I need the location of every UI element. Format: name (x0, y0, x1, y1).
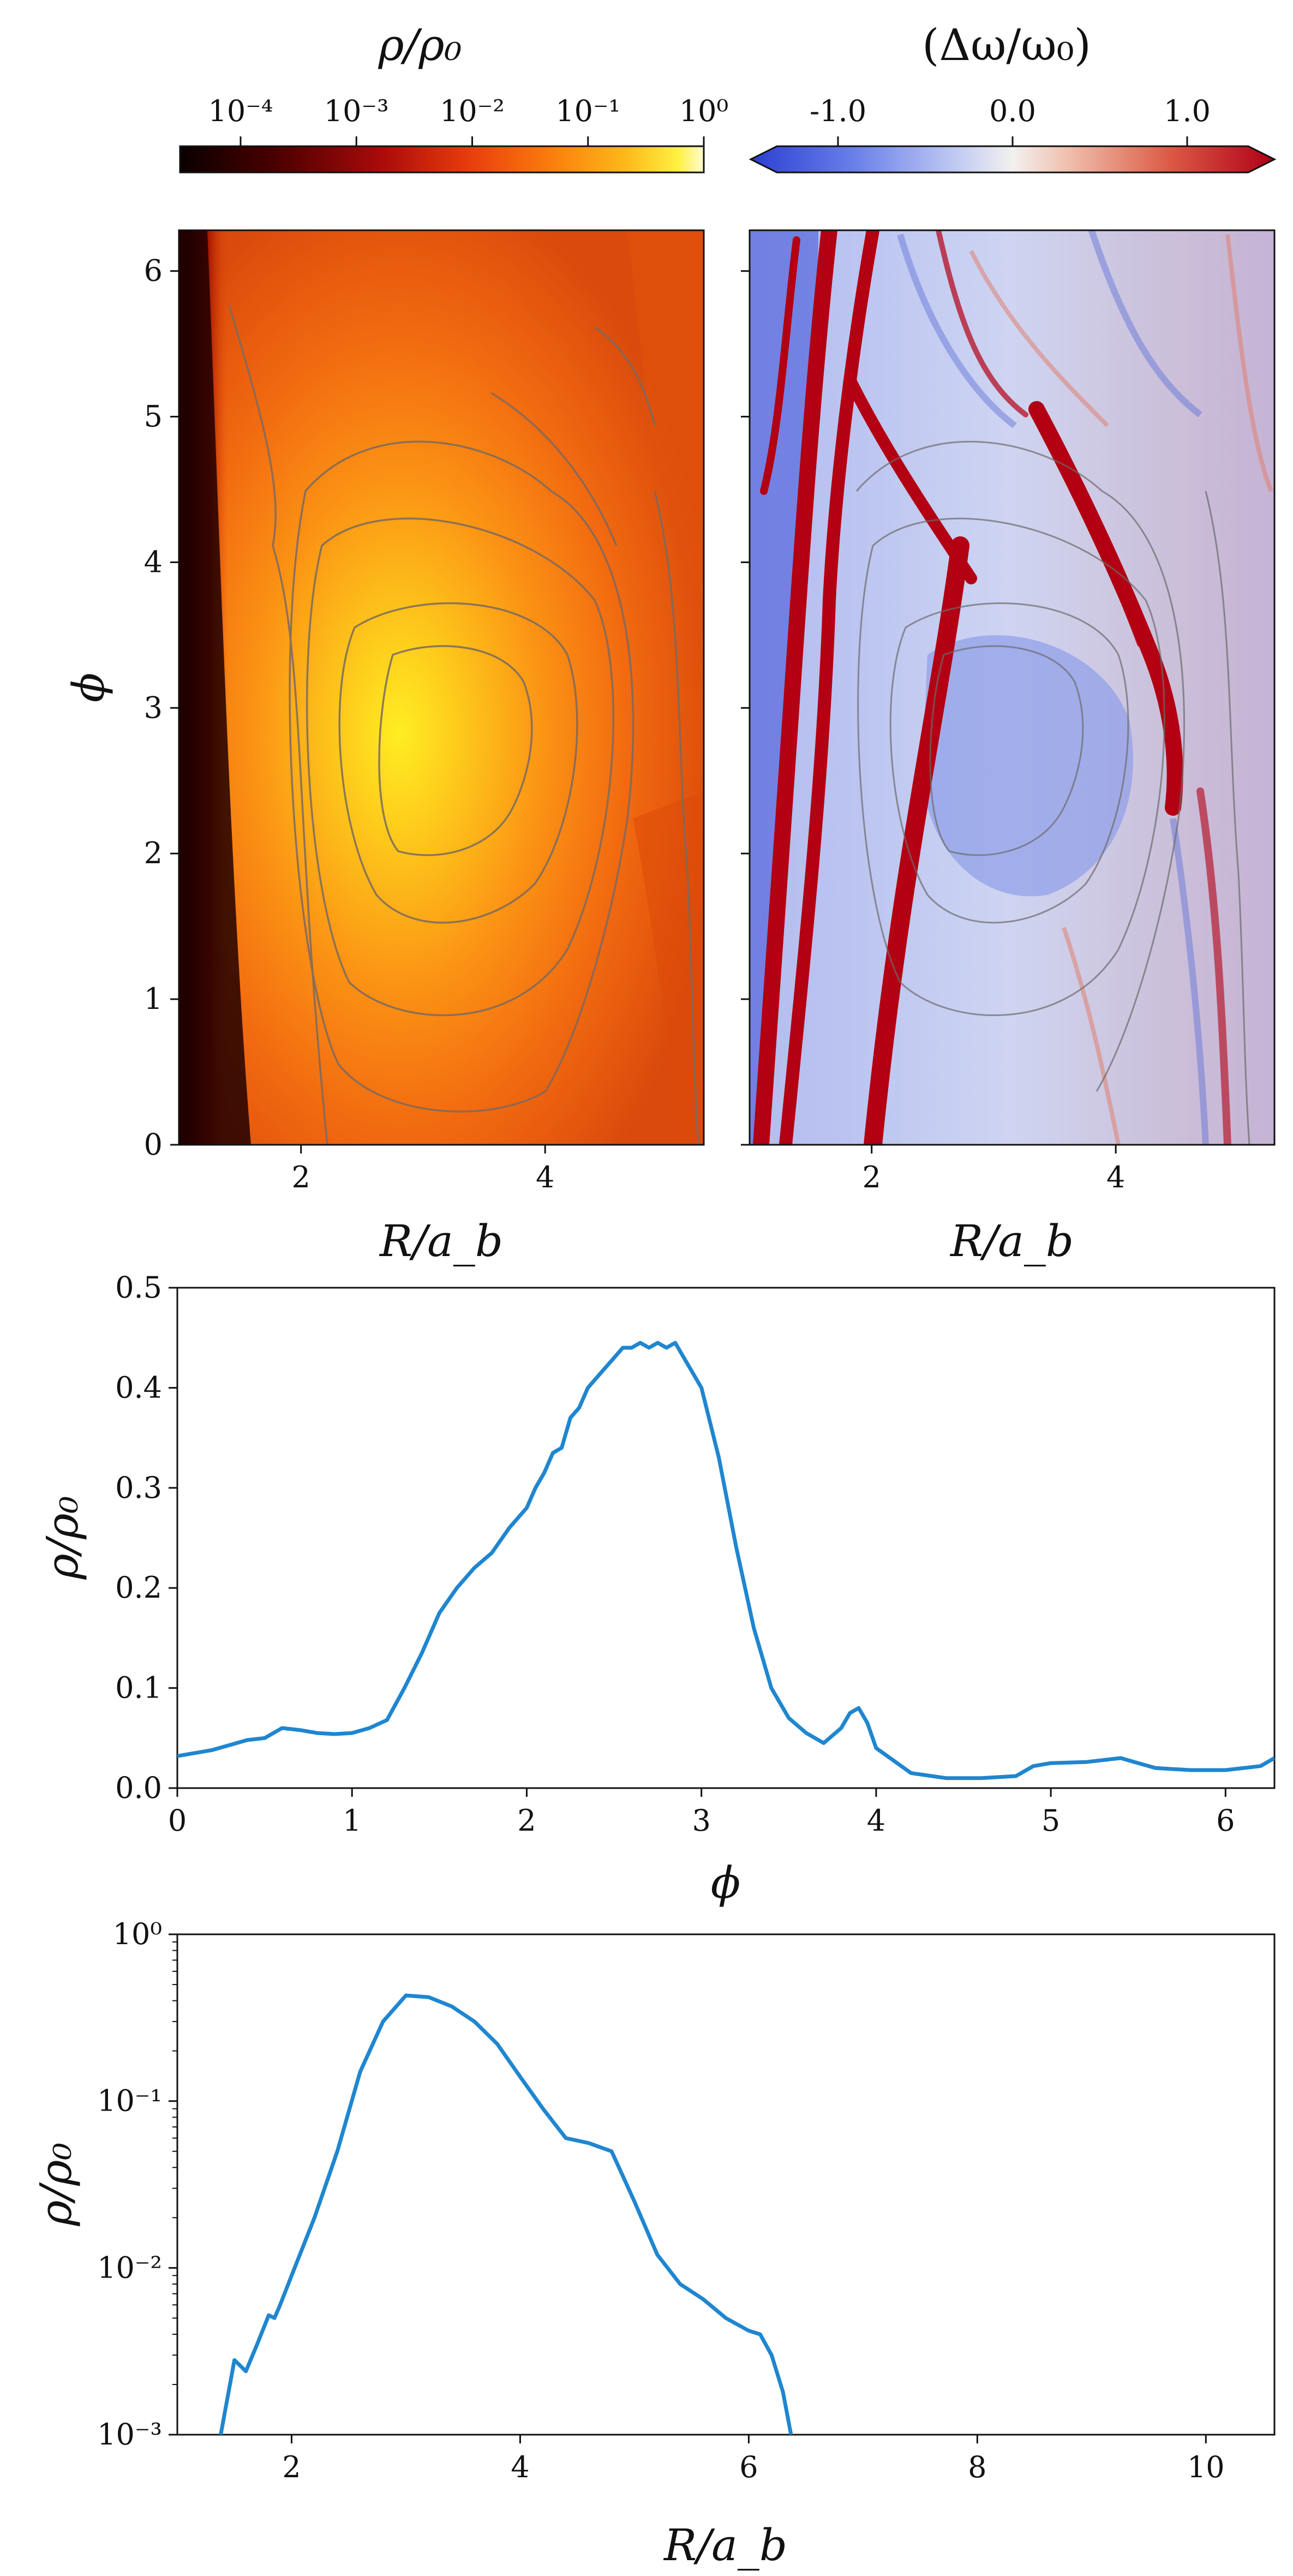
azimuthal-profile-xtick-label: 4 (867, 1803, 885, 1838)
density-map-xtick-label: 4 (536, 1160, 554, 1194)
density-map (179, 230, 704, 1145)
radial-profile-xtick-label: 10 (1187, 2450, 1225, 2484)
radial-profile-frame (176, 1933, 1276, 2436)
azimuthal-profile-xtick-label: 6 (1216, 1803, 1235, 1838)
radial-profile-xlabel: R/a_b (663, 2520, 787, 2571)
radial-profile-ytick-label: 10⁰ (113, 1917, 162, 1951)
azimuthal-profile-axes: 0 1 2 3 4 5 6 0.0 0.1 0.2 0.3 0.4 0.5 (115, 1270, 1235, 1838)
frequency-shift-map (750, 230, 1274, 1145)
azimuthal-profile-xlabel: ϕ (711, 1857, 741, 1908)
radial-profile-xtick-label: 4 (511, 2450, 529, 2484)
density-map-ytick-label: 4 (144, 545, 163, 579)
density-map-xlabel: R/a_b (379, 1216, 503, 1266)
azimuthal-profile-ytick-label: 0.2 (115, 1570, 162, 1605)
density-map-ytick-label: 0 (144, 1127, 163, 1162)
colorbar-density-tick-label: 10⁰ (679, 94, 728, 128)
density-map-ytick-label: 5 (144, 399, 163, 434)
azimuthal-profile-ytick-label: 0.4 (115, 1370, 162, 1404)
density-map-ytick-label: 1 (144, 982, 163, 1016)
frequency-shift-map-xtick-label: 4 (1106, 1160, 1125, 1194)
radial-profile-ytick-label: 10⁻¹ (97, 2084, 162, 2118)
density-map-xtick-label: 2 (292, 1160, 310, 1194)
colorbar-shift-title: (Δω/ω₀) (922, 20, 1091, 70)
colorbar-shift-tick-label: 1.0 (1164, 94, 1211, 128)
radial-profile-axes: 2 4 6 8 10 10⁻³ 10⁻² 10⁻¹ 10⁰ (97, 1917, 1225, 2484)
colorbar-shift-tick-label: -1.0 (810, 94, 866, 128)
density-map-ytick-label: 2 (144, 836, 163, 870)
radial-profile-ylabel: ρ/ρ₀ (31, 2142, 81, 2226)
colorbar-density-tick-label: 10⁻² (440, 94, 505, 128)
azimuthal-profile-ytick-label: 0.5 (115, 1270, 162, 1305)
azimuthal-profile-series (177, 1341, 1274, 1780)
density-map-axes: 2 4 0 1 2 3 4 5 6 (144, 254, 555, 1194)
azimuthal-profile-ytick-label: 0.1 (115, 1671, 162, 1705)
frequency-shift-map-xtick-label: 2 (863, 1160, 881, 1194)
radial-profile-xtick-label: 6 (739, 2450, 758, 2484)
radial-profile-xtick-label: 2 (282, 2450, 301, 2484)
azimuthal-profile-ytick-label: 0.3 (115, 1471, 162, 1505)
density-map-ylabel: ϕ (63, 673, 114, 703)
radial-profile-line (219, 1993, 793, 2435)
frequency-shift-map-frame (749, 229, 1276, 1146)
colorbar-density-title: ρ/ρ₀ (378, 20, 462, 70)
azimuthal-profile-xtick-label: 5 (1041, 1803, 1060, 1838)
azimuthal-profile-xtick-label: 2 (517, 1803, 536, 1838)
radial-profile-series (219, 1993, 793, 2435)
density-map-ytick-label: 6 (144, 254, 163, 288)
azimuthal-profile-xtick-label: 1 (343, 1803, 361, 1838)
azimuthal-profile-frame (176, 1287, 1276, 1789)
colorbar-density (179, 145, 705, 174)
azimuthal-profile-ytick-label: 0.0 (115, 1771, 162, 1805)
azimuthal-profile-xtick-label: 3 (692, 1803, 710, 1838)
colorbar-shift-tick-label: 0.0 (989, 94, 1036, 128)
radial-profile-xtick-label: 8 (968, 2450, 986, 2484)
azimuthal-profile-ylabel: ρ/ρ₀ (37, 1496, 88, 1580)
colorbar-density-tick-label: 10⁻¹ (555, 94, 620, 128)
frequency-shift-map-xlabel: R/a_b (949, 1216, 1074, 1266)
colorbar-shift (749, 145, 1277, 174)
colorbar-shift-ticks: -1.0 0.0 1.0 (810, 94, 1211, 146)
colorbar-density-ticks: 10⁻⁴ 10⁻³ 10⁻² 10⁻¹ 10⁰ (208, 94, 728, 146)
colorbar-density-tick-label: 10⁻³ (324, 94, 389, 128)
azimuthal-profile-line (177, 1341, 1274, 1780)
azimuthal-profile-xtick-label: 0 (168, 1803, 187, 1838)
colorbar-density-tick-label: 10⁻⁴ (208, 94, 273, 128)
radial-profile-ytick-label: 10⁻³ (97, 2417, 162, 2452)
radial-profile-ytick-label: 10⁻² (97, 2250, 162, 2285)
density-map-ytick-label: 3 (144, 690, 163, 725)
density-map-frame (178, 229, 705, 1146)
